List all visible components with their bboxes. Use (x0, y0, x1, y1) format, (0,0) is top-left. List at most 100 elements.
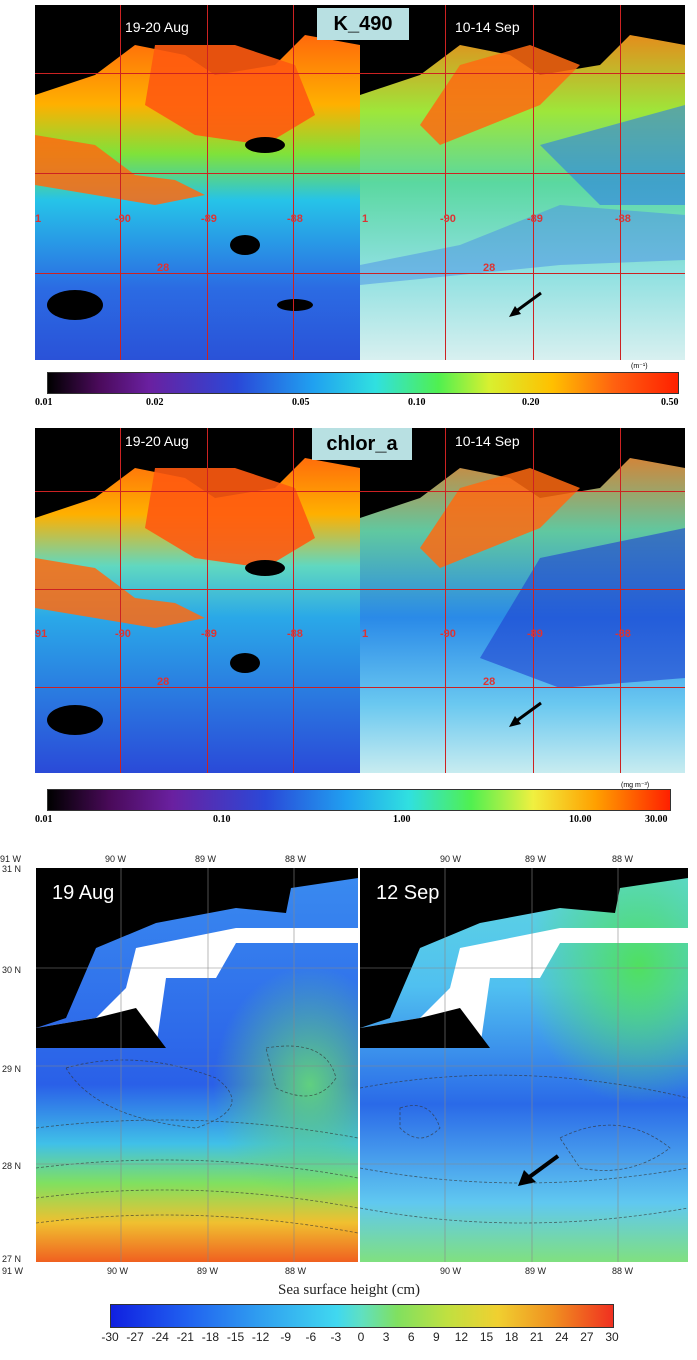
lat-label: 28 (483, 262, 496, 274)
ssh-map-left (36, 868, 358, 1262)
grid-line (207, 428, 208, 773)
cbar-tick: 0.50 (661, 397, 679, 408)
ssh-colorbar-tick: -27 (126, 1330, 144, 1344)
ssh-colorbar-tick: -12 (251, 1330, 270, 1344)
ssh-colorbar-tick: 9 (432, 1330, 440, 1344)
ssh-colorbar-tick: -9 (280, 1330, 292, 1344)
lon-label: -88 (287, 628, 303, 640)
grid-line (445, 428, 446, 773)
lat-label: 30 N (2, 965, 22, 975)
lat-label: 29 N (2, 1064, 22, 1074)
k490-colorbar (47, 372, 679, 394)
ssh-section: 91 W 90 W 89 W 88 W 90 W 89 W 88 W 31 N … (0, 838, 697, 1360)
chlor-colorbar (47, 789, 671, 811)
date-left: 19-20 Aug (125, 19, 189, 35)
grid-line (120, 428, 121, 773)
ssh-colorbar-tick: 30 (605, 1330, 619, 1344)
lat-label: 27 N (2, 1254, 22, 1264)
cbar-tick: 0.01 (35, 397, 53, 408)
ssh-colorbar-tick: -15 (226, 1330, 245, 1344)
grid-line (35, 687, 685, 688)
ssh-colorbar-tick: 18 (504, 1330, 519, 1344)
grid-line (35, 173, 685, 174)
k490-map-left (35, 5, 360, 360)
grid-line (35, 491, 685, 492)
grid-line (293, 428, 294, 773)
ssh-colorbar-tick: 21 (530, 1330, 544, 1344)
ssh-colorbar-tick: 12 (454, 1330, 469, 1344)
k490-map-right (360, 5, 685, 360)
grid-line (35, 273, 685, 274)
ssh-colorbar (110, 1304, 614, 1328)
grid-line (533, 5, 534, 360)
ssh-colorbar-tick: -30 (101, 1330, 119, 1344)
lon-label: -88 (615, 628, 631, 640)
cbar-tick: 0.01 (35, 814, 53, 825)
ssh-map-right (360, 868, 688, 1262)
grid-line (293, 5, 294, 360)
ssh-colorbar-tick: 24 (555, 1330, 569, 1344)
lat-label: 31 N (2, 864, 22, 874)
date-left: 19 Aug (52, 882, 115, 904)
cbar-tick: 0.10 (213, 814, 231, 825)
chlor-panel: 19-20 Aug 10-14 Sep chlor_a 91 -90 -89 -… (35, 428, 685, 830)
cbar-tick: 10.00 (569, 814, 592, 825)
lon-label: 1 (362, 628, 369, 640)
unit-label: (m⁻¹) (631, 363, 648, 370)
ssh-colorbar-tick: 0 (357, 1330, 365, 1344)
lon-label: 91 (35, 628, 48, 640)
ssh-colorbar-tick: 27 (580, 1330, 594, 1344)
k490-colorbar-box: (m⁻¹) 0.01 0.02 0.05 0.10 0.20 0.50 (35, 360, 685, 413)
lon-label: -89 (201, 628, 217, 640)
cbar-tick: 0.05 (292, 397, 310, 408)
lon-label: -88 (615, 213, 631, 225)
ssh-colorbar-tick: -18 (201, 1330, 220, 1344)
lon-label: 89 W (195, 854, 217, 864)
grid-line (35, 589, 685, 590)
lon-label: -90 (440, 628, 456, 640)
lon-label: 89 W (197, 1266, 219, 1276)
cbar-tick: 1.00 (393, 814, 411, 825)
lon-label: -90 (440, 213, 456, 225)
lon-label: -89 (201, 213, 217, 225)
lon-label: 91 W (0, 854, 22, 864)
grid-line (120, 5, 121, 360)
lon-label: 88 W (612, 854, 634, 864)
lon-label: -90 (115, 213, 131, 225)
grid-line (445, 5, 446, 360)
k490-panel: 19-20 Aug 10-14 Sep K_490 1 -90 -89 -88 … (35, 5, 685, 413)
cbar-tick: 0.02 (146, 397, 164, 408)
lon-label: 89 W (525, 1266, 547, 1276)
lat-label: 28 (157, 262, 170, 274)
lat-label: 28 (483, 676, 496, 688)
cbar-tick: 0.20 (522, 397, 540, 408)
chlor-map-left (35, 428, 360, 773)
ssh-colorbar-tick: -6 (305, 1330, 317, 1344)
ssh-colorbar-title: Sea surface height (cm) (278, 1282, 421, 1298)
lon-label: 90 W (107, 1266, 129, 1276)
grid-line (620, 428, 621, 773)
lon-label: 91 W (2, 1266, 24, 1276)
ssh-colorbar-tick: 15 (479, 1330, 494, 1344)
lon-label: -88 (287, 213, 303, 225)
lon-label: -89 (527, 628, 543, 640)
lon-label: 88 W (285, 1266, 307, 1276)
grid-line (35, 73, 685, 74)
lon-label: -89 (527, 213, 543, 225)
arrow-icon (509, 291, 542, 317)
ssh-colorbar-tick: -3 (330, 1330, 342, 1344)
grid-line (533, 428, 534, 773)
ssh-colorbar-tick: 6 (407, 1330, 415, 1344)
lon-label: 1 (35, 213, 42, 225)
grid-line (207, 5, 208, 360)
date-right: 10-14 Sep (455, 19, 520, 35)
lon-label: -90 (115, 628, 131, 640)
lon-label: 1 (362, 213, 369, 225)
lon-label: 90 W (440, 1266, 462, 1276)
cbar-tick: 0.10 (408, 397, 426, 408)
unit-label: (mg m⁻³) (621, 782, 650, 789)
date-right: 10-14 Sep (455, 433, 520, 449)
date-left: 19-20 Aug (125, 433, 189, 449)
grid-line (620, 5, 621, 360)
lon-label: 88 W (285, 854, 307, 864)
